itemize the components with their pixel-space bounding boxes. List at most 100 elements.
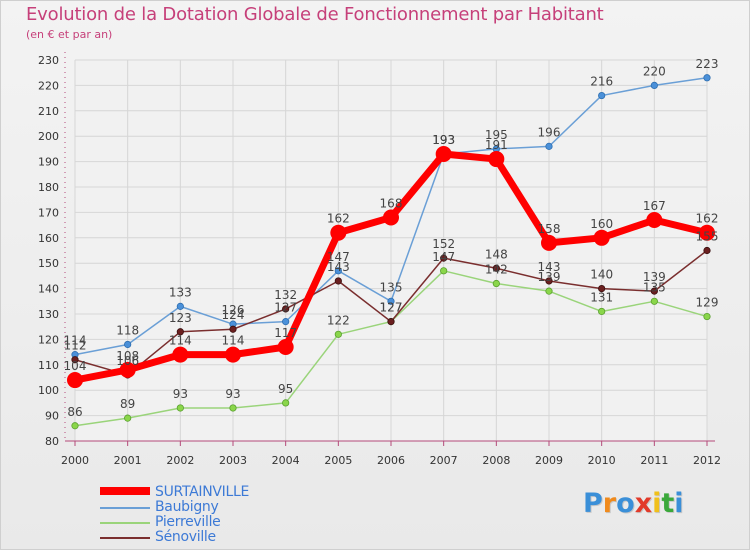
logo-letter: i <box>652 488 662 519</box>
data-label: 147 <box>432 250 455 264</box>
logo-letter: x <box>634 488 653 519</box>
data-label: 89 <box>120 397 135 411</box>
legend-label: SURTAINVILLE <box>155 484 250 500</box>
data-label: 93 <box>225 387 240 401</box>
chart-grid <box>74 59 708 442</box>
data-point <box>650 287 658 295</box>
logo-letter: i <box>674 488 684 519</box>
y-tick-label: 190 <box>38 156 59 169</box>
data-label: 148 <box>485 247 508 261</box>
data-point <box>387 318 395 326</box>
data-label: 104 <box>64 359 87 373</box>
legend-swatch <box>100 507 150 509</box>
x-tick-label: 2007 <box>430 454 458 467</box>
data-point <box>282 305 290 313</box>
y-tick-label: 200 <box>38 130 59 143</box>
data-label: 155 <box>696 230 719 244</box>
proxiti-logo: Proxiti <box>583 488 684 519</box>
data-label: 195 <box>485 128 508 142</box>
data-point <box>176 404 184 412</box>
chart-data-labels: 104 108 114 114 117 162 168 193 191 158 160 167 162 1… <box>64 57 719 419</box>
data-point <box>176 302 184 310</box>
data-point <box>699 224 715 241</box>
data-label: 114 <box>222 334 245 348</box>
data-point <box>650 81 658 90</box>
data-label: 142 <box>485 263 508 277</box>
data-label: 193 <box>432 133 455 147</box>
x-tick-label: 2005 <box>324 454 352 467</box>
data-label: 114 <box>169 334 192 348</box>
logo-letter: t <box>661 488 675 519</box>
y-tick-label: 140 <box>38 283 59 296</box>
data-label: 124 <box>222 308 245 322</box>
data-point <box>703 246 711 255</box>
y-tick-label: 160 <box>38 232 59 245</box>
x-tick-label: 2011 <box>640 454 668 467</box>
logo-letter: P <box>583 488 603 519</box>
data-point <box>703 74 711 82</box>
data-point <box>440 267 448 275</box>
y-tick-label: 170 <box>38 206 59 219</box>
data-label: 127 <box>380 301 403 315</box>
data-point <box>71 356 79 364</box>
data-label: 118 <box>116 323 139 337</box>
data-point <box>646 212 663 229</box>
data-point <box>334 277 342 285</box>
data-point <box>172 346 189 363</box>
data-label: 131 <box>590 290 613 304</box>
data-point <box>650 297 658 305</box>
data-label: 122 <box>327 313 350 327</box>
data-point <box>176 328 184 336</box>
data-point <box>282 399 290 407</box>
y-tick-label: 220 <box>38 79 59 92</box>
data-label: 143 <box>538 260 561 274</box>
data-label: 132 <box>274 288 297 302</box>
data-label: 140 <box>590 268 613 282</box>
data-point <box>282 318 290 326</box>
legend-swatch <box>100 537 150 539</box>
data-label: 147 <box>327 250 350 264</box>
y-tick-label: 150 <box>38 257 59 270</box>
data-point <box>492 279 500 288</box>
data-point <box>71 422 79 430</box>
legend-label: Pierreville <box>155 514 221 530</box>
data-point <box>334 330 342 338</box>
y-tick-label: 90 <box>45 410 59 423</box>
data-label: 139 <box>643 270 666 284</box>
data-label: 158 <box>538 222 561 236</box>
data-label: 108 <box>116 349 139 363</box>
data-point <box>435 145 452 162</box>
logo-letter: r <box>602 488 617 519</box>
data-point <box>119 361 136 378</box>
y-tick-label: 80 <box>45 435 59 448</box>
x-tick-label: 2001 <box>114 454 142 467</box>
data-point <box>383 209 399 226</box>
data-label: 167 <box>643 199 666 213</box>
data-point <box>277 339 294 356</box>
chart-title: Evolution de la Dotation Globale de Fonc… <box>26 4 604 25</box>
x-tick-label: 2000 <box>61 454 89 467</box>
data-label: 127 <box>380 301 403 315</box>
data-label: 135 <box>380 280 403 294</box>
data-label: 162 <box>696 212 719 226</box>
data-label: 196 <box>538 125 561 139</box>
y-tick-label: 110 <box>38 359 59 372</box>
data-label: 135 <box>643 280 666 294</box>
legend-swatch <box>100 522 150 524</box>
y-tick-label: 130 <box>38 308 59 321</box>
logo-letter: o <box>616 488 635 519</box>
data-label: 139 <box>538 270 561 284</box>
data-label: 129 <box>696 296 719 310</box>
data-point <box>703 312 711 321</box>
data-label: 95 <box>278 382 293 396</box>
data-point <box>124 414 132 422</box>
data-label: 112 <box>64 339 87 353</box>
data-label: 160 <box>590 217 613 231</box>
y-tick-label: 230 <box>38 54 59 67</box>
data-label: 168 <box>380 196 403 210</box>
chart-series <box>67 74 715 430</box>
data-point <box>488 151 505 168</box>
legend-label: Sénoville <box>155 529 216 545</box>
data-label: 162 <box>327 212 350 226</box>
